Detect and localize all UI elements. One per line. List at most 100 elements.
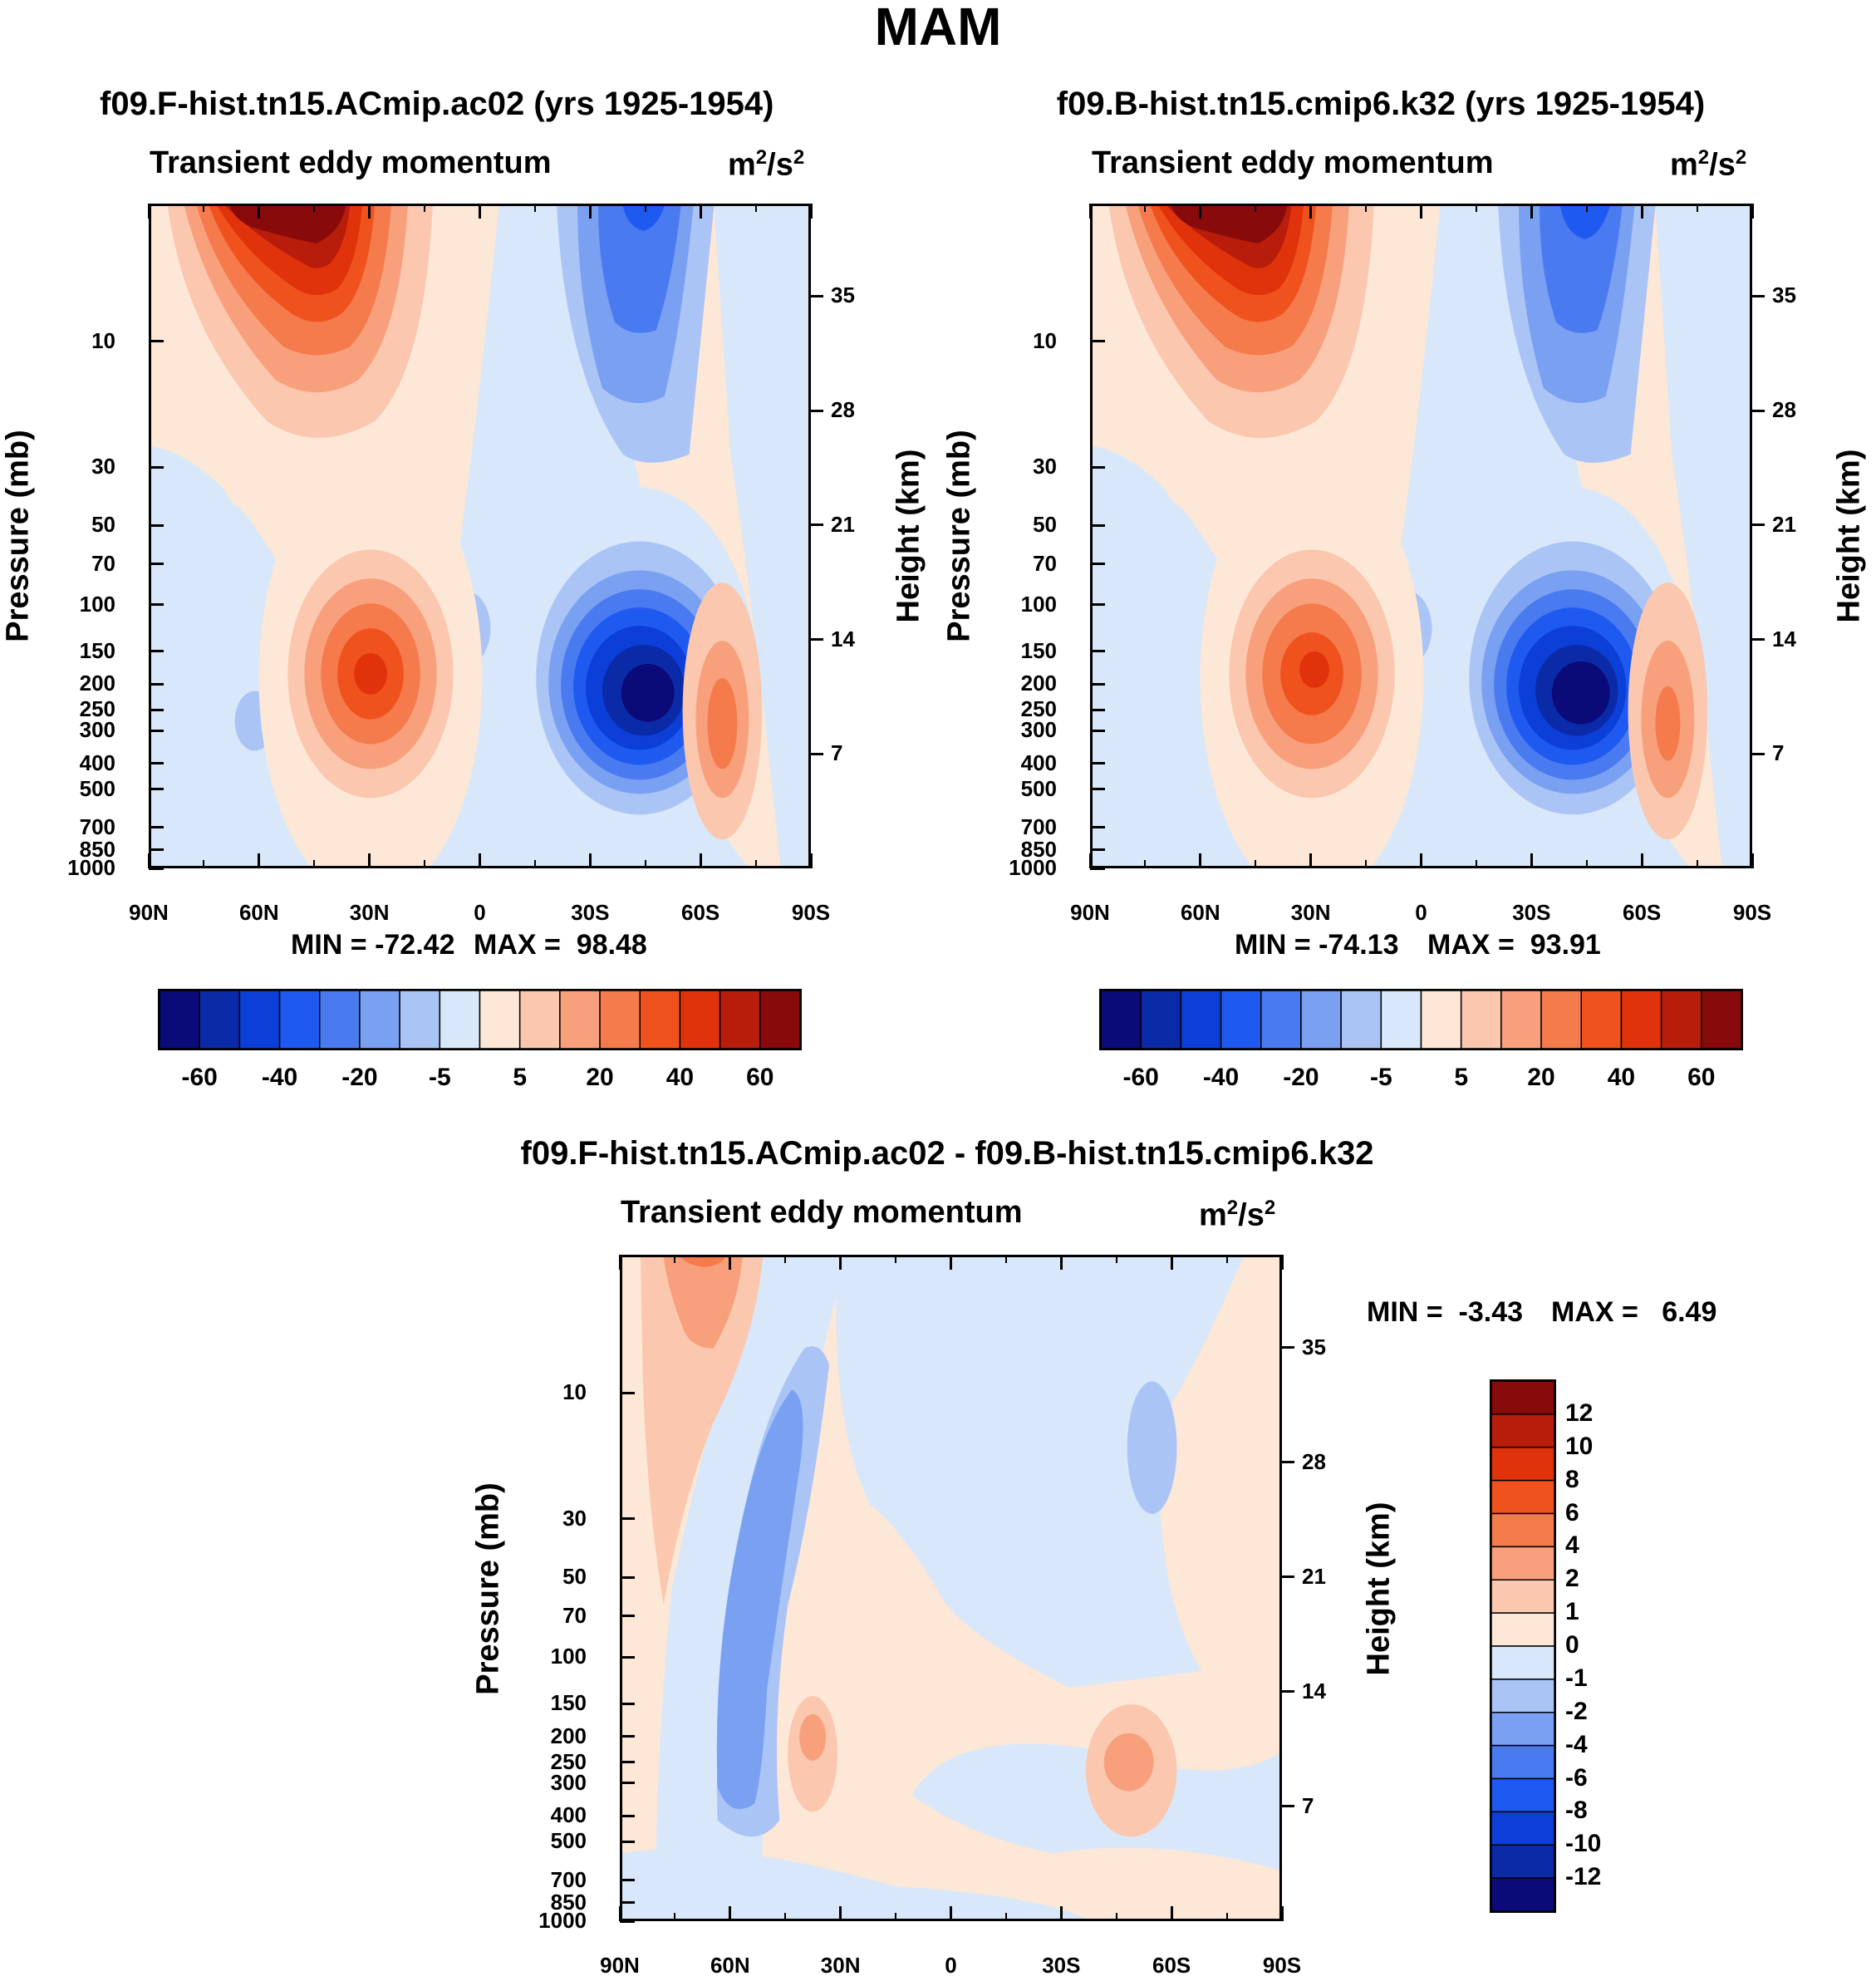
panel-f-pressure-tickmark	[149, 826, 164, 829]
colorbar-diff-label: -8	[1565, 1797, 1588, 1825]
panel-b-lat-minor-tick-top	[1255, 204, 1257, 212]
panel-b-pressure-tickmark	[1090, 826, 1105, 829]
colorbar-diff-swatch	[1491, 1612, 1554, 1647]
panel-diff-height-tick: 21	[1302, 1563, 1326, 1589]
panel-b-height-tickmark	[1750, 524, 1765, 527]
colorbar-f-label: -60	[181, 1064, 218, 1091]
colorbar-b-swatch	[1300, 990, 1342, 1049]
panel-f-lat-tickmark	[809, 853, 813, 868]
panel-diff-contour-field	[622, 1257, 1279, 1919]
panel-b-lat-tick: 0	[1415, 900, 1427, 925]
panel-diff-pressure-tick: 200	[550, 1723, 587, 1748]
colorbar-b-swatch	[1500, 990, 1542, 1049]
colorbar-b-swatch	[1340, 990, 1382, 1049]
panel-f-lat-tickmark	[368, 853, 371, 868]
colorbar-f-swatch	[559, 990, 601, 1049]
panel-f-lat-tickmark-top	[809, 204, 813, 219]
colorbar-b-swatch	[1180, 990, 1222, 1049]
panel-f-pressure-tickmark	[149, 788, 164, 791]
panel-diff-height-tick: 14	[1302, 1678, 1326, 1703]
colorbar-f-swatch	[359, 990, 400, 1049]
panel-diff-lat-minor-tick-top	[1225, 1255, 1228, 1263]
colorbar-diff-swatches	[1491, 1381, 1554, 1911]
panel-diff-lat-tick: 90N	[600, 1953, 640, 1978]
colorbar-f-label: 60	[746, 1064, 774, 1091]
panel-diff-pressure-tick: 30	[562, 1505, 587, 1531]
panel-diff-units: m2/s2	[1199, 1197, 1276, 1233]
colorbar-f-swatch	[319, 990, 361, 1049]
panel-b-lat-tickmark-top	[1751, 204, 1754, 219]
colorbar-f-swatch	[479, 990, 521, 1049]
panel-diff-pressure-tickmark	[620, 1655, 635, 1659]
colorbar-b-swatch	[1460, 990, 1502, 1049]
panel-b-lat-tickmark-top	[1530, 204, 1533, 219]
panel-diff-pos-strat-inner	[663, 1257, 743, 1349]
colorbar-f	[158, 989, 802, 1050]
panel-b-nh-jet-pos	[1200, 454, 1424, 866]
panel-diff-pressure-tickmark	[620, 1391, 635, 1394]
panel-f-lat-tickmark-top	[147, 204, 150, 219]
panel-diff-height-tickmark	[1279, 1461, 1294, 1464]
panel-diff-pressure-tick: 1000	[538, 1908, 587, 1933]
colorbar-diff-swatch	[1491, 1744, 1554, 1780]
panel-diff-lat-minor-tick	[784, 1913, 787, 1921]
panel-b-height-tick: 28	[1772, 397, 1796, 423]
panel-b-lat-tick: 90N	[1070, 900, 1110, 925]
colorbar-diff-swatch	[1491, 1579, 1554, 1614]
panel-f-title: f09.F-hist.tn15.ACmip.ac02 (yrs 1925-195…	[100, 86, 774, 122]
panel-f-lat-minor-tick-top	[424, 204, 426, 212]
panel-f-pressure-tick: 500	[79, 775, 115, 801]
panel-b-pressure-tickmark	[1090, 788, 1105, 791]
colorbar-f-swatch	[759, 990, 800, 1049]
colorbar-diff-label: -6	[1565, 1763, 1588, 1792]
colorbar-f-label: -20	[341, 1064, 378, 1091]
panel-diff-lat-tickmark	[1059, 1906, 1063, 1921]
panel-f-lat-minor-tick-top	[313, 204, 316, 212]
panel-diff-pos-sh-core	[1103, 1733, 1154, 1792]
panel-f-pressure-tick: 10	[91, 327, 115, 353]
panel-b-lat-tick: 30N	[1290, 900, 1331, 925]
panel-diff-pressure-tick: 700	[550, 1866, 587, 1892]
colorbar-f-swatch	[199, 990, 241, 1049]
panel-b-lat-minor-tick-top	[1696, 204, 1698, 212]
panel-b-variable-label: Transient eddy momentum	[1092, 145, 1494, 180]
panel-b-sh-edge	[1655, 206, 1750, 866]
colorbar-diff-swatch	[1491, 1811, 1554, 1846]
panel-diff-lat-tick: 30N	[820, 1953, 861, 1978]
panel-b-pressure-tick: 700	[1020, 814, 1057, 839]
colorbar-diff-label: 8	[1565, 1465, 1579, 1493]
panel-f-pressure-tickmark	[149, 524, 164, 527]
colorbar-diff-label: -12	[1565, 1863, 1602, 1891]
panel-f-lat-minor-tick-top	[644, 204, 646, 212]
panel-b-lat-minor-tick	[1255, 860, 1257, 868]
colorbar-b-swatches	[1101, 990, 1741, 1049]
colorbar-b-swatch	[1380, 990, 1422, 1049]
panel-f-height-tick: 7	[831, 740, 843, 766]
panel-diff-variable-label: Transient eddy momentum	[621, 1195, 1023, 1230]
panel-f-nh-jet-pos	[258, 454, 483, 866]
panel-b-lat-tickmark-top	[1309, 204, 1313, 219]
colorbar-diff-swatch	[1491, 1679, 1554, 1713]
panel-diff-title: f09.F-hist.tn15.ACmip.ac02 - f09.B-hist.…	[520, 1135, 1374, 1172]
panel-b-sh-jet-neg	[1452, 487, 1693, 866]
panel-f-pressure-tick: 700	[79, 814, 115, 839]
panel-diff-neg-patch	[1127, 1381, 1177, 1514]
colorbar-diff-swatch	[1491, 1877, 1554, 1911]
panel-diff-pressure-tick: 70	[562, 1602, 587, 1628]
panel-diff-height-tickmark	[1279, 1575, 1294, 1579]
panel-diff-min: MIN = -3.43	[1367, 1296, 1524, 1328]
panel-b-lat-minor-tick-top	[1585, 204, 1588, 212]
panel-diff-max: MAX = 6.49	[1551, 1296, 1717, 1328]
panel-diff-lat-tickmark-top	[1170, 1255, 1173, 1270]
panel-f-lat-tickmark-top	[588, 204, 592, 219]
panel-b-strat-neg	[1498, 206, 1656, 463]
panel-diff-pressure-tickmark	[620, 1814, 635, 1817]
colorbar-f-swatch	[278, 990, 321, 1049]
panel-f-plot	[149, 204, 811, 868]
panel-b-pressure-tickmark	[1090, 340, 1105, 343]
panel-f-lat-minor-tick	[313, 860, 316, 868]
panel-f-pressure-tickmark	[149, 729, 164, 732]
colorbar-b-label: 5	[1454, 1064, 1469, 1091]
panel-f-lat-minor-tick	[754, 860, 757, 868]
panel-diff-height-tickmark	[1279, 1346, 1294, 1349]
